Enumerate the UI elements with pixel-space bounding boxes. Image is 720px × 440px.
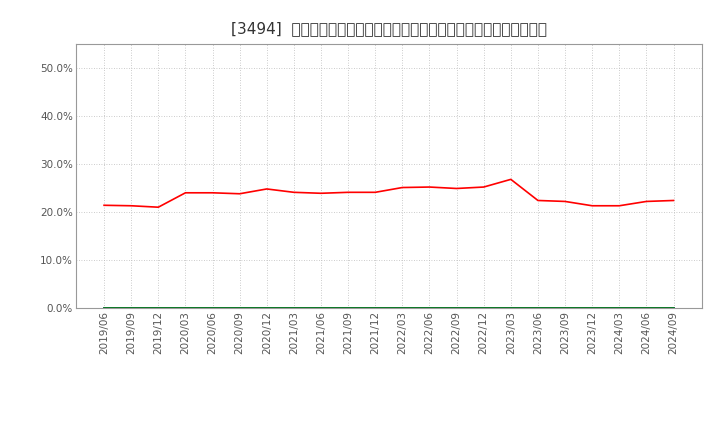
- 繰延税金資産: [235, 305, 244, 311]
- 繰延税金資産: [452, 305, 461, 311]
- 繰延税金資産: [642, 305, 651, 311]
- Line: 自己資本: 自己資本: [104, 180, 673, 207]
- 自己資本: [100, 203, 109, 208]
- 繰延税金資産: [561, 305, 570, 311]
- のれん: [289, 305, 298, 311]
- 自己資本: [398, 185, 407, 190]
- 繰延税金資産: [289, 305, 298, 311]
- 自己資本: [208, 190, 217, 195]
- 自己資本: [235, 191, 244, 196]
- のれん: [317, 305, 325, 311]
- 繰延税金資産: [534, 305, 542, 311]
- のれん: [398, 305, 407, 311]
- のれん: [588, 305, 596, 311]
- のれん: [208, 305, 217, 311]
- 自己資本: [480, 184, 488, 190]
- 繰延税金資産: [317, 305, 325, 311]
- のれん: [127, 305, 135, 311]
- 自己資本: [289, 190, 298, 195]
- 繰延税金資産: [181, 305, 190, 311]
- 繰延税金資産: [263, 305, 271, 311]
- 自己資本: [425, 184, 433, 190]
- のれん: [561, 305, 570, 311]
- 自己資本: [127, 203, 135, 209]
- のれん: [506, 305, 515, 311]
- のれん: [452, 305, 461, 311]
- 繰延税金資産: [425, 305, 433, 311]
- のれん: [100, 305, 109, 311]
- 自己資本: [615, 203, 624, 209]
- 自己資本: [534, 198, 542, 203]
- 繰延税金資産: [344, 305, 353, 311]
- のれん: [263, 305, 271, 311]
- Title: [3494]  自己資本、のれん、繰延税金資産の総資産に対する比率の推移: [3494] 自己資本、のれん、繰延税金資産の総資産に対する比率の推移: [231, 21, 546, 36]
- 自己資本: [506, 177, 515, 182]
- 繰延税金資産: [154, 305, 163, 311]
- 繰延税金資産: [615, 305, 624, 311]
- 自己資本: [371, 190, 379, 195]
- 自己資本: [317, 191, 325, 196]
- 自己資本: [154, 205, 163, 210]
- 自己資本: [642, 199, 651, 204]
- のれん: [344, 305, 353, 311]
- 繰延税金資産: [208, 305, 217, 311]
- 自己資本: [561, 199, 570, 204]
- のれん: [534, 305, 542, 311]
- 自己資本: [452, 186, 461, 191]
- 繰延税金資産: [480, 305, 488, 311]
- 自己資本: [344, 190, 353, 195]
- 繰延税金資産: [371, 305, 379, 311]
- 自己資本: [263, 186, 271, 191]
- のれん: [669, 305, 678, 311]
- のれん: [371, 305, 379, 311]
- 繰延税金資産: [669, 305, 678, 311]
- のれん: [480, 305, 488, 311]
- 繰延税金資産: [100, 305, 109, 311]
- 繰延税金資産: [398, 305, 407, 311]
- 自己資本: [181, 190, 190, 195]
- 繰延税金資産: [127, 305, 135, 311]
- のれん: [235, 305, 244, 311]
- のれん: [425, 305, 433, 311]
- 自己資本: [669, 198, 678, 203]
- のれん: [154, 305, 163, 311]
- 繰延税金資産: [506, 305, 515, 311]
- 繰延税金資産: [588, 305, 596, 311]
- のれん: [615, 305, 624, 311]
- のれん: [642, 305, 651, 311]
- 自己資本: [588, 203, 596, 209]
- のれん: [181, 305, 190, 311]
